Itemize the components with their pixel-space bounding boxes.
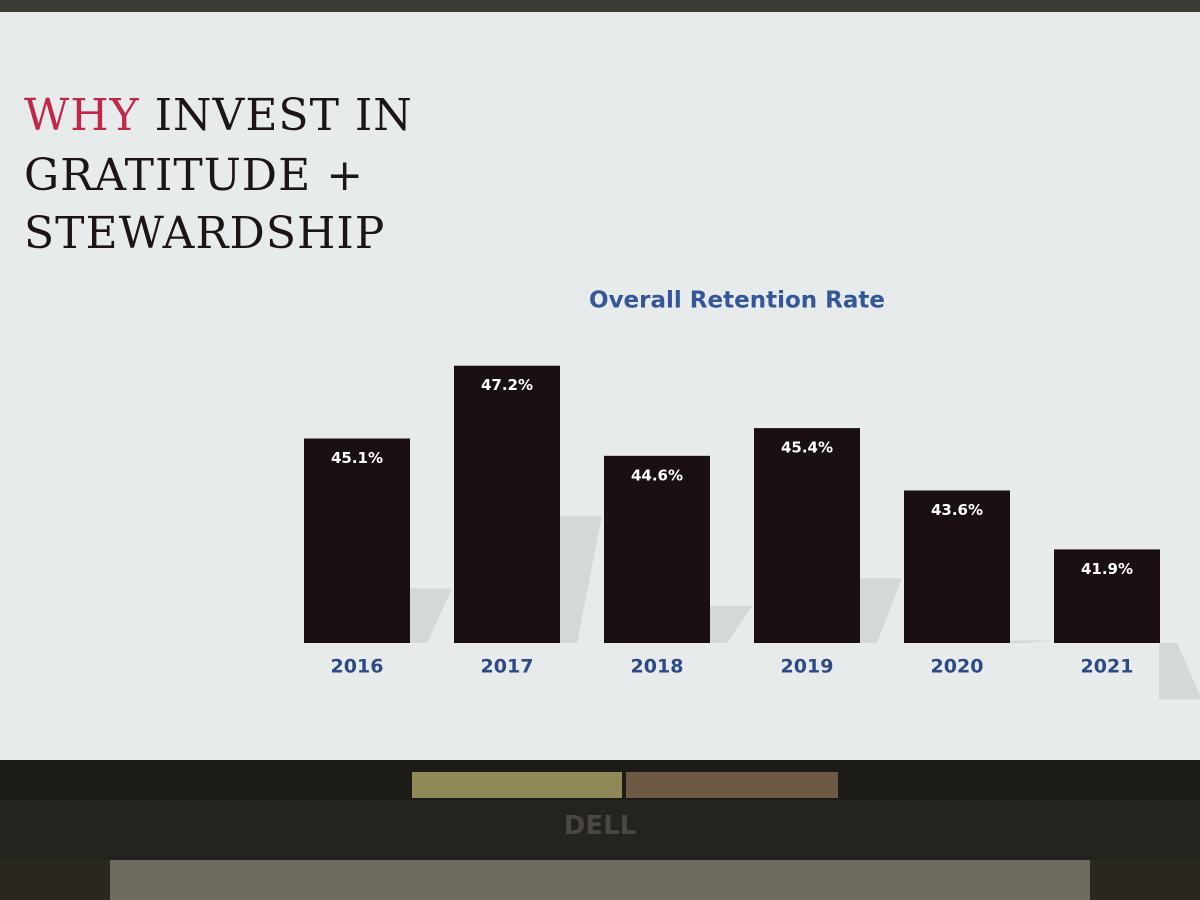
bar [304, 438, 410, 643]
title-line: GRATITUDE + [24, 150, 364, 201]
value-label: 41.9% [1081, 560, 1133, 578]
video-thumb [412, 772, 622, 798]
value-label: 45.1% [331, 449, 383, 467]
bar-shadow [859, 578, 902, 643]
x-tick-label: 2019 [781, 656, 834, 678]
x-tick-label: 2018 [631, 656, 684, 678]
bar [604, 455, 710, 643]
value-label: 43.6% [931, 501, 983, 519]
bar-shadow [409, 588, 452, 643]
bar-shadow [1159, 643, 1200, 700]
x-tick-label: 2017 [481, 656, 534, 678]
x-tick-label: 2020 [931, 656, 984, 678]
video-thumb [626, 772, 838, 798]
bar [454, 365, 560, 643]
bar [1054, 549, 1160, 643]
title-line: STEWARDSHIP [24, 208, 385, 259]
bar [754, 428, 860, 643]
value-label: 44.6% [631, 466, 683, 484]
title-line: INVEST IN [155, 90, 413, 141]
title-accent: WHY [24, 90, 140, 141]
hinge [110, 860, 1090, 900]
value-label: 47.2% [481, 376, 533, 394]
value-label: 45.4% [781, 439, 833, 457]
slide-title: WHY INVEST IN [24, 90, 413, 141]
x-tick-label: 2021 [1081, 656, 1134, 678]
logo: DELL [564, 811, 636, 841]
top-bezel [0, 0, 1200, 14]
x-tick-label: 2016 [331, 656, 384, 678]
bar-shadow [559, 515, 602, 643]
bezel [0, 800, 1200, 860]
bar-shadow [1009, 640, 1052, 643]
bar [904, 490, 1010, 643]
chart-title: Overall Retention Rate [589, 288, 885, 314]
bar-shadow [709, 605, 752, 643]
